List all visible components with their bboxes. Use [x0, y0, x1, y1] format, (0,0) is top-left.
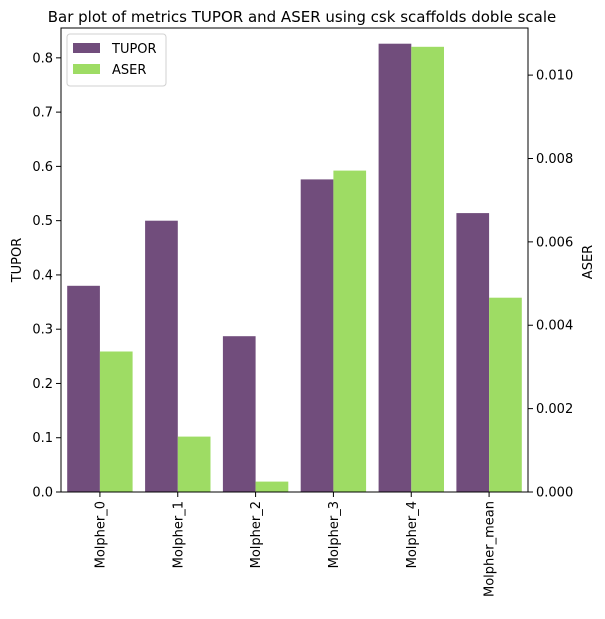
chart-title: Bar plot of metrics TUPOR and ASER using…	[48, 8, 557, 26]
x-tick-label: Molpher_3	[327, 501, 342, 568]
plot-frame	[60, 27, 529, 493]
left-tick-label: 0.7	[32, 106, 53, 121]
right-tick-label: 0.006	[536, 235, 573, 250]
x-tick-label: Molpher_4	[405, 501, 420, 568]
legend-swatch-tupor	[73, 43, 100, 53]
legend: TUPOR ASER	[66, 33, 167, 87]
legend-swatch-aser	[73, 64, 100, 74]
legend-label-aser: ASER	[112, 63, 146, 78]
right-tick-label: 0.004	[536, 319, 573, 334]
bars-group	[67, 43, 522, 493]
right-axis: 0.000 0.002 0.004 0.006 0.008 0.010	[528, 69, 573, 501]
left-axis: 0.0 0.1 0.2 0.3 0.4 0.5 0.6 0.7 0.8	[32, 51, 61, 501]
left-axis-label: TUPOR	[10, 238, 25, 284]
left-tick-label: 0.4	[32, 268, 53, 283]
bar-aser-molpher_mean	[489, 297, 522, 492]
bar-aser-molpher_2	[255, 481, 289, 492]
bar-tupor-molpher_0	[67, 285, 100, 492]
bar-aser-molpher_4	[411, 46, 444, 493]
left-tick-label: 0.6	[32, 160, 53, 175]
x-tick-label: Molpher_0	[93, 501, 108, 568]
left-tick-label: 0.1	[32, 431, 53, 446]
bar-aser-molpher_1	[177, 436, 211, 492]
bar-aser-molpher_3	[333, 170, 367, 492]
bar-tupor-molpher_3	[300, 179, 334, 492]
right-tick-label: 0.002	[536, 402, 573, 417]
bar-tupor-molpher_mean	[456, 213, 490, 492]
bar-tupor-molpher_4	[378, 43, 412, 492]
left-tick-label: 0.0	[32, 486, 53, 501]
right-axis-label: ASER	[581, 245, 596, 279]
left-tick-label: 0.8	[32, 51, 53, 66]
bar-tupor-molpher_2	[222, 336, 256, 492]
right-tick-label: 0.000	[536, 486, 573, 501]
bar-tupor-molpher_1	[145, 220, 178, 492]
x-axis: Molpher_0 Molpher_1 Molpher_2 Molpher_3 Molp…	[93, 492, 498, 597]
left-tick-label: 0.3	[32, 323, 53, 338]
left-tick-label: 0.5	[32, 214, 53, 229]
right-tick-label: 0.008	[536, 152, 573, 167]
x-tick-label: Molpher_mean	[483, 501, 498, 597]
right-tick-label: 0.010	[536, 69, 573, 84]
legend-label-tupor: TUPOR	[111, 42, 157, 57]
left-tick-label: 0.2	[32, 377, 53, 392]
bar-aser-molpher_0	[99, 351, 133, 492]
x-tick-label: Molpher_2	[249, 501, 264, 568]
x-tick-label: Molpher_1	[171, 501, 186, 568]
